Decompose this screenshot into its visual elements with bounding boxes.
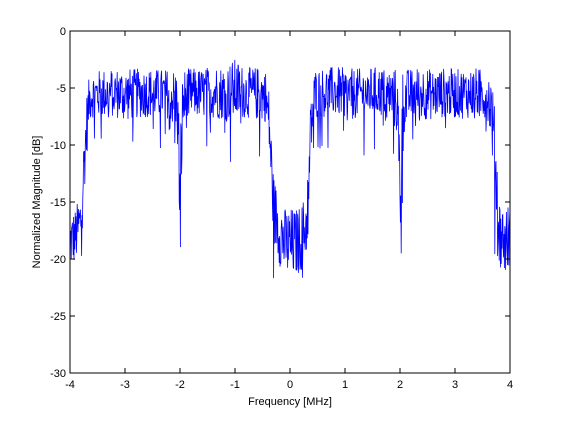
x-tick-label: -1 xyxy=(230,379,240,391)
y-tick-label: -10 xyxy=(50,140,66,152)
x-tick-label: 1 xyxy=(342,379,348,391)
y-tick-label: 0 xyxy=(60,26,66,38)
x-tick-label: -4 xyxy=(65,379,75,391)
y-tick-label: -5 xyxy=(56,83,66,95)
x-tick-label: 0 xyxy=(287,379,293,391)
y-tick-label: -30 xyxy=(50,368,66,380)
x-tick-label: -2 xyxy=(175,379,185,391)
x-tick-label: 4 xyxy=(507,379,513,391)
x-tick-label: 3 xyxy=(452,379,458,391)
x-tick-label: 2 xyxy=(397,379,403,391)
y-tick-label: -25 xyxy=(50,311,66,323)
spectrum-trace xyxy=(69,59,511,279)
y-axis-label: Normalized Magnitude [dB] xyxy=(31,136,43,269)
x-axis-label: Frequency [MHz] xyxy=(248,396,332,408)
y-tick-label: -15 xyxy=(50,197,66,209)
y-tick-label: -20 xyxy=(50,254,66,266)
x-tick-label: -3 xyxy=(120,379,130,391)
